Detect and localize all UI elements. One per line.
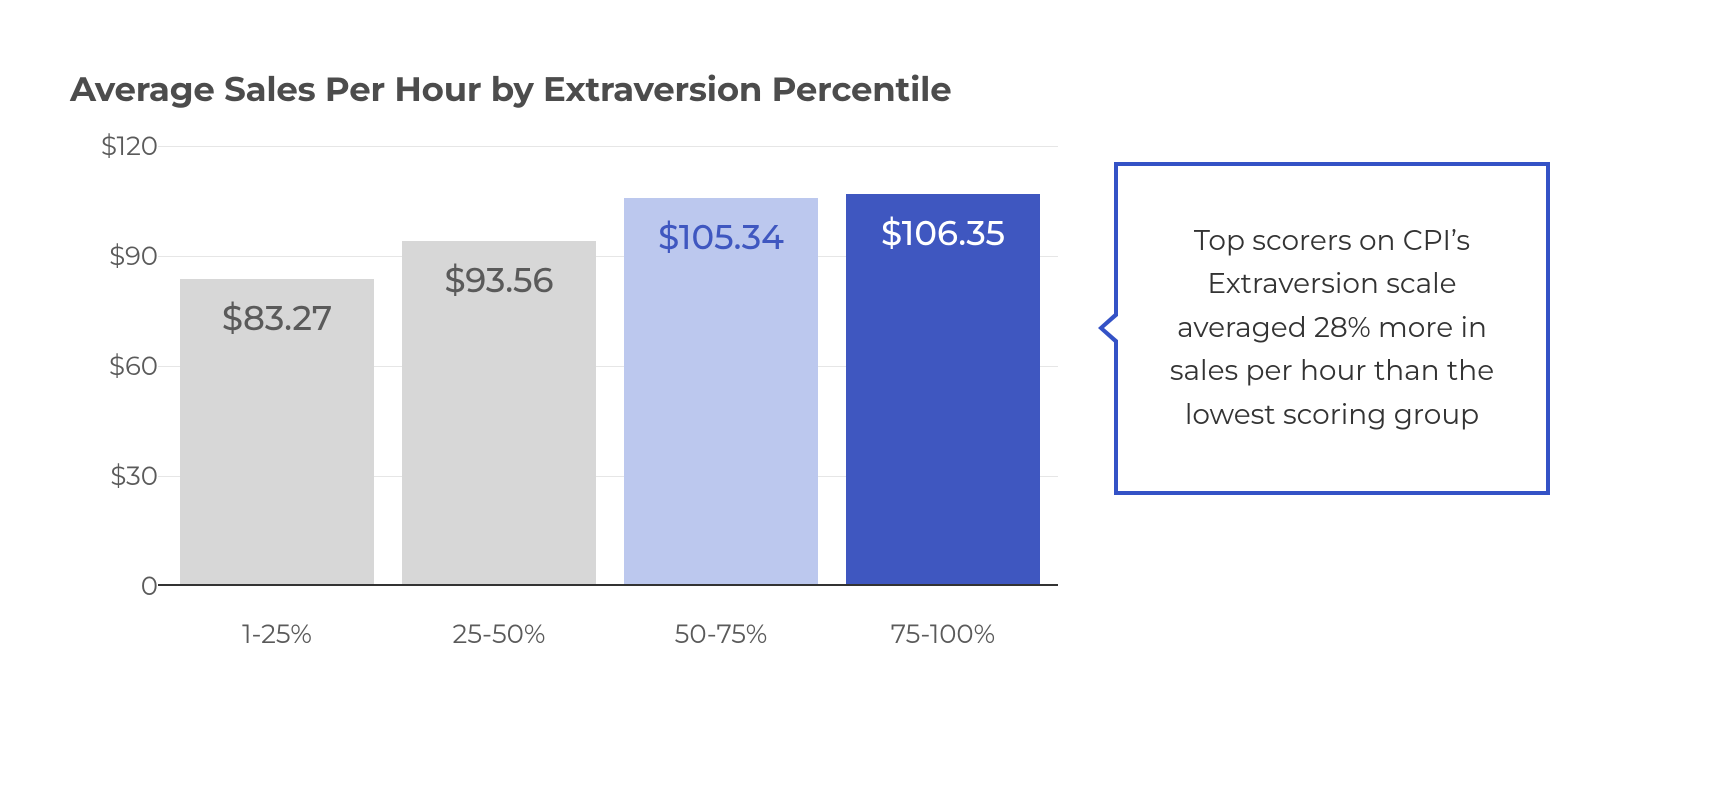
callout-box: Top scorers on CPI’s Extraversion scale … <box>1114 162 1550 495</box>
y-tick-label: 0 <box>141 570 158 602</box>
y-tick-label: $60 <box>109 350 158 382</box>
bars-group: $83.27 $93.56 $105.34 $106.35 <box>158 146 1058 584</box>
plot-area: $83.27 $93.56 $105.34 $106.35 <box>158 146 1058 586</box>
y-tick-label: $30 <box>110 460 158 492</box>
callout-text: Top scorers on CPI’s Extraversion scale … <box>1158 220 1506 437</box>
bar: $83.27 <box>180 279 374 584</box>
callout-arrow-icon <box>1098 310 1118 346</box>
x-tick-label: 50-75% <box>675 618 768 650</box>
bar-value-label: $105.34 <box>658 216 784 258</box>
bar-value-label: $106.35 <box>881 212 1005 254</box>
chart-column: Average Sales Per Hour by Extraversion P… <box>70 68 1058 656</box>
x-tick-label: 25-50% <box>453 618 546 650</box>
bar: $106.35 <box>846 194 1040 584</box>
x-axis-labels: 1-25% 25-50% 50-75% 75-100% <box>158 618 1058 658</box>
bar: $93.56 <box>402 241 596 584</box>
figure-container: Average Sales Per Hour by Extraversion P… <box>0 0 1730 696</box>
y-axis: 0$30$60$90$120 <box>70 146 158 586</box>
chart-title: Average Sales Per Hour by Extraversion P… <box>70 68 1058 110</box>
x-tick-label: 75-100% <box>891 618 995 650</box>
bar-value-label: $93.56 <box>444 259 553 301</box>
x-tick-label: 1-25% <box>242 618 312 650</box>
y-tick-label: $120 <box>101 130 158 162</box>
bar-value-label: $83.27 <box>222 297 332 339</box>
bar: $105.34 <box>624 198 818 584</box>
y-tick-label: $90 <box>109 240 158 272</box>
chart-area: 0$30$60$90$120 $83.27$93.56$105.34$106.3… <box>70 146 1058 656</box>
